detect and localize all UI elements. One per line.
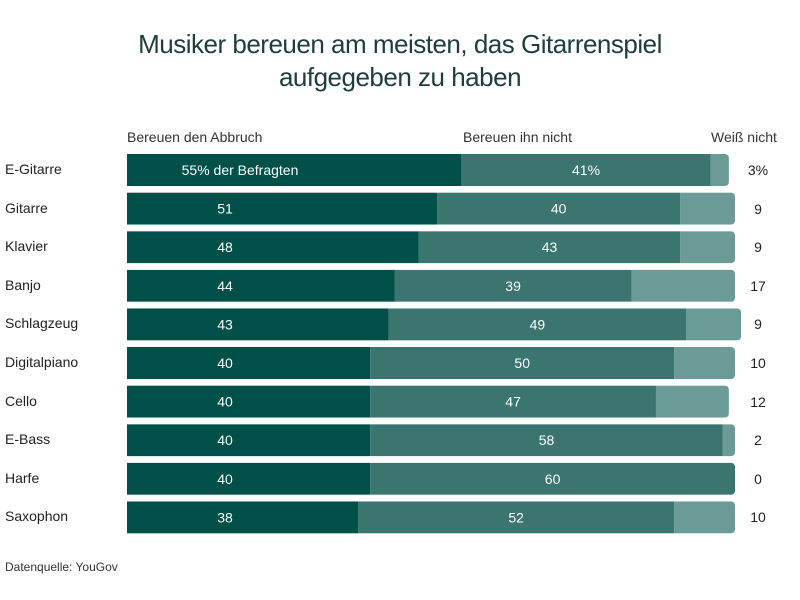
data-label: 40	[217, 394, 233, 410]
category-label: E-Bass	[5, 431, 51, 448]
bar-E-Bass-2	[722, 424, 735, 457]
data-label: 38	[217, 509, 233, 525]
weiss-nicht-value: 17	[750, 277, 766, 294]
bar-Klavier-0	[127, 231, 419, 264]
bar-Banjo-2	[631, 269, 735, 302]
bar-Digitalpiano-2	[674, 347, 735, 379]
data-label: 40	[551, 201, 567, 217]
data-label: 47	[505, 394, 521, 410]
category-label: Banjo	[5, 276, 41, 293]
category-label: Schlagzeug	[5, 315, 79, 332]
bar-Cello-2	[655, 385, 729, 418]
bar-E-Gitarre-1	[461, 154, 711, 186]
bar-Harfe-1	[370, 462, 735, 495]
data-label: 58	[539, 432, 555, 448]
category-label: Digitalpiano	[5, 354, 79, 370]
legend-nicht: Bereuen ihn nicht	[463, 129, 572, 145]
data-label: 43	[217, 316, 233, 332]
bar-Gitarre-2	[680, 192, 735, 225]
category-label: Klavier	[5, 238, 48, 255]
bar-Digitalpiano-1	[370, 347, 675, 379]
data-label: 43	[542, 239, 558, 255]
bar-Banjo-0	[127, 269, 395, 302]
bar-Klavier-2	[680, 231, 735, 264]
weiss-nicht-value: 0	[754, 470, 762, 487]
category-label: Harfe	[5, 469, 40, 486]
bar-Saxophon-1	[358, 501, 675, 534]
data-label: 49	[530, 316, 546, 332]
bar-Saxophon-2	[674, 501, 735, 534]
weiss-nicht-value: 12	[750, 393, 766, 410]
bar-E-Gitarre-2	[710, 154, 729, 186]
legend-bereuen: Bereuen den Abbruch	[127, 129, 263, 145]
bar-E-Bass-1	[370, 424, 723, 457]
data-label: 40	[217, 432, 233, 448]
bar-Harfe-0	[127, 462, 371, 495]
category-label: Gitarre	[5, 199, 48, 216]
bar-Digitalpiano-0	[127, 347, 371, 379]
data-label: 60	[545, 471, 561, 487]
data-label: 55% der Befragten	[182, 162, 299, 178]
bar-Schlagzeug-2	[686, 308, 742, 341]
data-label: 40	[217, 355, 233, 371]
data-label: 48	[217, 239, 233, 255]
bar-Cello-1	[370, 385, 656, 418]
bar-E-Bass-0	[127, 424, 371, 457]
data-label: 51	[217, 201, 233, 217]
category-label: Cello	[5, 392, 37, 409]
category-label: Saxophon	[5, 508, 69, 525]
bar-Saxophon-0	[127, 501, 359, 534]
bar-Gitarre-1	[437, 192, 681, 225]
weiss-nicht-value: 9	[754, 239, 762, 256]
title-line-2: aufgegeben zu haben	[278, 62, 522, 92]
weiss-nicht-value: 9	[754, 316, 762, 333]
weiss-nicht-value: 2	[754, 432, 762, 449]
data-label: 52	[508, 509, 524, 525]
data-label: 50	[514, 355, 530, 371]
data-label: 41%	[572, 162, 600, 178]
bar-E-Gitarre-0	[127, 154, 462, 186]
data-label: 39	[505, 278, 521, 294]
weiss-nicht-value: 3%	[747, 162, 769, 178]
bar-Klavier-1	[418, 231, 681, 264]
bar-Schlagzeug-1	[388, 308, 687, 341]
weiss-nicht-value: 10	[750, 509, 766, 526]
legend-weiss: Weiß nicht	[711, 129, 777, 145]
bar-Gitarre-0	[127, 192, 438, 225]
category-label: E-Gitarre	[5, 161, 62, 177]
bar-Schlagzeug-0	[127, 308, 389, 341]
data-label: 44	[217, 278, 233, 294]
weiss-nicht-value: 9	[754, 200, 762, 217]
bar-Cello-0	[127, 385, 371, 418]
bar-Banjo-1	[394, 269, 632, 302]
weiss-nicht-value: 10	[750, 355, 766, 371]
source-note: Datenquelle: YouGov	[5, 560, 118, 574]
data-label: 40	[217, 471, 233, 487]
chart-title: Musiker bereuen am meisten, das Gitarren…	[0, 28, 800, 94]
title-line-1: Musiker bereuen am meisten, das Gitarren…	[138, 29, 662, 59]
